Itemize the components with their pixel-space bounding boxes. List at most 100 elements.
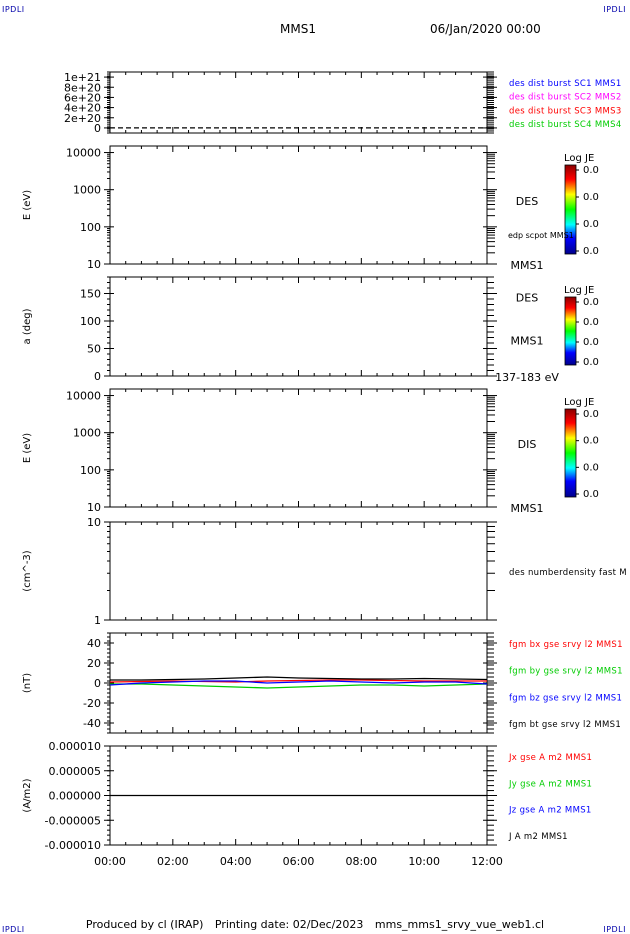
y-axis-label: (nT) — [22, 673, 33, 693]
colorbar-tick-label: 0.0 — [583, 337, 599, 348]
footer: Produced by cl (IRAP) Printing date: 02/… — [0, 918, 630, 931]
x-tick-label: 06:00 — [283, 855, 315, 868]
colorbar — [564, 296, 577, 366]
colorbar-tick-label: 0.0 — [583, 165, 599, 176]
y-tick-label: 1000 — [73, 184, 101, 197]
legend-entry: des numberdensity fast M — [509, 568, 627, 578]
y-tick-label: 20 — [87, 657, 101, 670]
panel-frame — [109, 632, 488, 734]
y-tick-label: 10000 — [66, 390, 101, 403]
bottom-label: MMS1 — [511, 259, 544, 272]
sub-label: edp scpot MMS1 — [508, 231, 574, 240]
y-tick-label: 10000 — [66, 147, 101, 160]
y-tick-label: 1000 — [73, 427, 101, 440]
spacecraft-label: MMS1 — [511, 335, 544, 348]
corner-label-top-left: IPDLI — [2, 5, 25, 14]
y-tick-label: 150 — [80, 288, 101, 301]
panel-p2 — [104, 145, 579, 265]
y-axis-label: E (eV) — [22, 433, 33, 463]
colorbar-title: Log JE — [564, 285, 594, 296]
panel-frame — [109, 276, 488, 377]
legend-entry: Jy gse A m2 MMS1 — [508, 779, 592, 789]
y-tick-label: 8e+20 — [64, 81, 101, 94]
bottom-label: MMS1 — [511, 502, 544, 515]
datetime-title: 06/Jan/2020 00:00 — [430, 22, 541, 36]
y-tick-label: 40 — [87, 637, 101, 650]
instrument-label: DES — [516, 195, 538, 208]
y-tick-label: 0.000005 — [49, 765, 102, 778]
x-tick-label: 00:00 — [94, 855, 126, 868]
colorbar-tick-label: 0.0 — [583, 317, 599, 328]
y-axis-label: (cm^-3) — [22, 550, 33, 591]
legend-entry: fgm bt gse srvy l2 MMS1 — [509, 720, 621, 730]
colorbar-tick-label: 0.0 — [583, 246, 599, 257]
y-tick-label: 2e+20 — [64, 112, 101, 125]
y-tick-label: 0 — [94, 370, 101, 383]
y-tick-label: 1e+21 — [64, 71, 101, 84]
corner-label-bottom-right: IPDLI — [603, 925, 626, 934]
y-tick-label: 100 — [80, 221, 101, 234]
footer-printing-date: Printing date: 02/Dec/2023 — [214, 918, 364, 931]
legend-entry: des dist burst SC4 MMS4 — [509, 120, 622, 130]
legend-entry: fgm bx gse srvy l2 MMS1 — [509, 640, 623, 650]
panel-frame — [109, 521, 488, 621]
legend-entry: des dist burst SC2 MMS2 — [509, 93, 622, 103]
panel-frame — [109, 145, 488, 265]
colorbar-tick-label: 0.0 — [583, 192, 599, 203]
legend-entry: Jx gse A m2 MMS1 — [508, 753, 592, 763]
legend-entry: fgm by gse srvy l2 MMS1 — [509, 667, 623, 677]
colorbar — [564, 408, 577, 498]
panel-frame — [109, 71, 488, 134]
y-tick-label: 6e+20 — [64, 91, 101, 104]
x-tick-label: 10:00 — [408, 855, 440, 868]
y-tick-label: -20 — [83, 697, 101, 710]
corner-label-bottom-left: IPDLI — [2, 925, 25, 934]
series-line — [109, 680, 488, 686]
colorbar-tick-label: 0.0 — [583, 436, 599, 447]
legend-entry: J A m2 MMS1 — [508, 832, 568, 842]
instrument-label: DIS — [518, 438, 537, 451]
legend-entry: des dist burst SC3 MMS3 — [509, 106, 622, 116]
bottom-label: 137-183 eV — [495, 371, 559, 384]
colorbar-tick-label: 0.0 — [583, 489, 599, 500]
instrument-label: DES — [516, 292, 538, 305]
y-tick-label: 10 — [87, 501, 101, 514]
x-tick-label: 08:00 — [345, 855, 377, 868]
colorbar-title: Log JE — [564, 397, 594, 408]
y-tick-label: -0.000010 — [45, 839, 101, 852]
x-tick-label: 04:00 — [220, 855, 252, 868]
colorbar-tick-label: 0.0 — [583, 462, 599, 473]
footer-produced-by: Produced by cl (IRAP) — [85, 918, 204, 931]
x-tick-label: 02:00 — [157, 855, 189, 868]
series-line — [110, 676, 488, 681]
y-tick-label: 1 — [94, 614, 101, 627]
y-tick-label: 100 — [80, 464, 101, 477]
y-axis-label: E (eV) — [22, 190, 33, 220]
legend-entry: fgm bz gse srvy l2 MMS1 — [509, 693, 622, 703]
y-tick-label: -40 — [83, 717, 101, 730]
x-tick-label: 12:00 — [471, 855, 503, 868]
legend-entry: Jz gse A m2 MMS1 — [508, 806, 592, 816]
corner-label-top-right: IPDLI — [603, 5, 626, 14]
series-line — [110, 683, 488, 689]
colorbar-tick-label: 0.0 — [583, 219, 599, 230]
y-tick-label: 10 — [87, 516, 101, 529]
panel-p1 — [104, 71, 497, 134]
y-axis-label: a (deg) — [22, 308, 33, 344]
y-axis-label: (A/m2) — [22, 778, 33, 812]
colorbar — [564, 164, 577, 255]
y-tick-label: -0.000005 — [45, 814, 101, 827]
y-tick-label: 100 — [80, 315, 101, 328]
colorbar-tick-label: 0.0 — [583, 357, 599, 368]
panel-p6 — [104, 632, 497, 734]
colorbar-tick-label: 0.0 — [583, 409, 599, 420]
colorbar-tick-label: 0.0 — [583, 297, 599, 308]
spacecraft-title: MMS1 — [280, 22, 316, 36]
panel-p5 — [104, 521, 497, 621]
footer-file-name: mms_mms1_srvy_vue_web1.cl — [374, 918, 545, 931]
y-tick-label: 0.000010 — [49, 740, 102, 753]
panel-frame — [109, 388, 488, 508]
series-line — [109, 679, 487, 683]
y-tick-label: 0 — [94, 677, 101, 690]
